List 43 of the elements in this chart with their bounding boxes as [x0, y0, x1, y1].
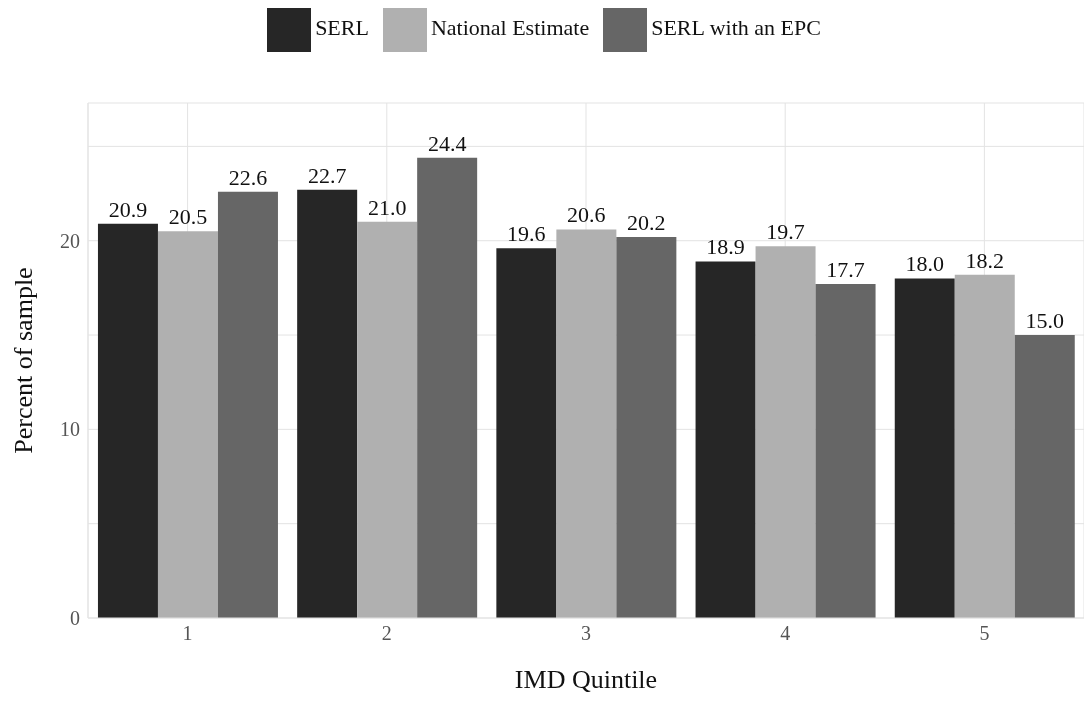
data-label: 18.9 [706, 234, 745, 260]
bar [357, 221, 418, 618]
data-label: 21.0 [367, 194, 407, 220]
bar [556, 229, 617, 618]
x-tick-label: 2 [381, 622, 392, 645]
bar [496, 248, 557, 618]
bar [157, 231, 218, 618]
y-tick-label: 10 [60, 418, 80, 441]
bar [616, 236, 677, 618]
data-label: 17.7 [826, 257, 865, 283]
bar [297, 189, 358, 618]
bar [1014, 335, 1075, 618]
legend-label: SERL [315, 15, 369, 41]
y-axis-title: Percent of sample [9, 267, 39, 454]
data-label: 19.6 [507, 221, 546, 247]
bar [815, 284, 876, 618]
x-tick-label: 4 [780, 622, 791, 645]
data-label: 15.0 [1025, 308, 1065, 334]
data-label: 18.0 [905, 251, 945, 277]
data-label: 20.9 [108, 196, 148, 222]
legend-label: SERL with an EPC [651, 15, 821, 41]
bar [755, 246, 816, 618]
bar [894, 278, 955, 618]
data-label: 24.4 [427, 130, 467, 156]
data-label: 22.6 [228, 164, 268, 190]
bar [954, 274, 1015, 618]
y-tick-label: 0 [70, 607, 80, 630]
data-label: 20.2 [627, 209, 666, 235]
x-axis-title: IMD Quintile [514, 665, 658, 694]
data-label: 22.7 [307, 162, 347, 188]
y-tick-label: 20 [60, 229, 80, 252]
x-tick-label: 3 [581, 622, 591, 645]
bar [695, 261, 756, 618]
data-label: 20.6 [567, 202, 606, 228]
x-tick-label: 5 [979, 622, 990, 645]
bar [217, 191, 278, 618]
bar [417, 157, 478, 618]
bar [97, 223, 158, 618]
data-label: 20.5 [168, 204, 208, 230]
data-label: 18.2 [965, 247, 1005, 273]
data-label: 19.7 [766, 219, 805, 245]
x-tick-label: 1 [182, 622, 193, 645]
legend-label: National Estimate [430, 15, 590, 41]
